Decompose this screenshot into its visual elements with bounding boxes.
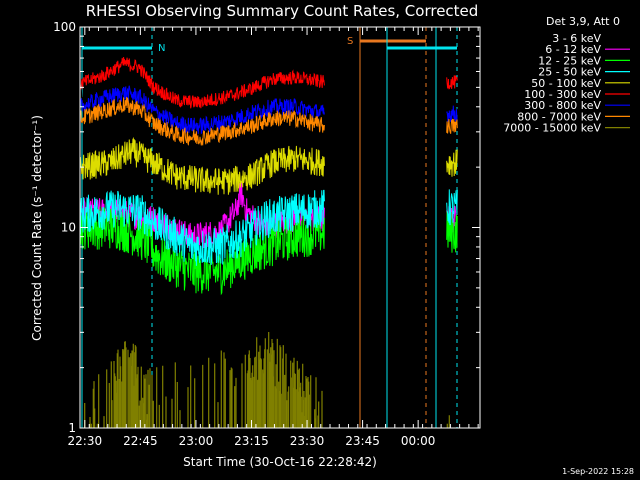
x-tick-label: 00:00 [401,434,436,448]
legend-label: 800 - 7000 keV [517,110,601,123]
series-trace-2 [446,105,458,123]
y-tick-label: 10 [61,221,76,235]
series-group [79,56,458,428]
legend-label: 3 - 6 keV [552,32,601,45]
axes: 22:30 22:45 23:00 23:15 23:30 23:45 00:00 1 10 10… [53,20,481,448]
series-300-800keV [79,85,458,135]
series-7000-15000keV [84,332,450,428]
series-trace-1 [79,189,325,266]
series-trace [84,332,450,428]
series-trace-1 [79,96,325,146]
x-tick-label: 22:45 [123,434,158,448]
series-100-300keV [79,56,458,109]
night-label: N [158,43,165,54]
legend-label: 50 - 100 keV [531,77,601,90]
x-tick-label: 23:00 [179,434,214,448]
x-tick-label: 23:30 [290,434,325,448]
x-axis-label: Start Time (30-Oct-16 22:28:42) [183,455,377,469]
series-trace-1 [79,56,325,109]
y-axis-label: Corrected Count Rate (s⁻¹ detector⁻¹) [30,115,44,341]
y-tick-label: 1 [68,421,76,435]
series-trace-2 [446,149,458,177]
legend-label: 300 - 800 keV [524,99,601,112]
legend-label: 12 - 25 keV [538,54,601,67]
legend-label: 25 - 50 keV [538,66,601,79]
legend-label: 100 - 300 keV [524,88,601,101]
legend-label: 7000 - 15000 keV [503,122,601,135]
legend-title: Det 3,9, Att 0 [546,15,620,28]
x-tick-label: 22:30 [68,434,103,448]
y-tick-label: 100 [53,20,76,34]
x-tick-label: 23:45 [345,434,380,448]
series-trace-1 [79,85,325,135]
saa-label: S [347,36,353,47]
x-tick-label: 23:15 [234,434,269,448]
series-trace-1 [79,136,325,195]
generation-timestamp: 1-Sep-2022 15:28 [562,467,634,476]
legend-label: 6 - 12 keV [545,43,601,56]
series-trace-2 [446,118,458,134]
series-trace-2 [446,75,458,90]
series-trace-2 [446,189,458,226]
series-25-50keV [79,189,458,266]
series-800-7000keV [79,96,458,146]
series-50-100keV [79,136,458,195]
chart-title: RHESSI Observing Summary Count Rates, Co… [86,2,479,20]
